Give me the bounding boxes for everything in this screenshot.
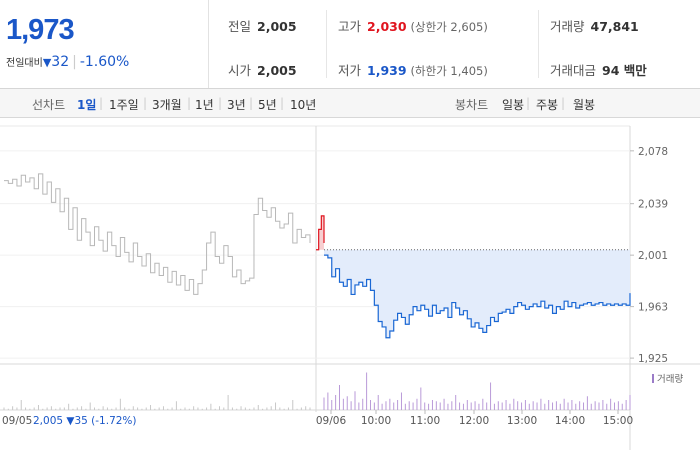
up-line <box>316 215 325 251</box>
tab-monthly[interactable]: 월봉 <box>573 98 596 112</box>
prev-date-label: 09/05 <box>2 415 32 427</box>
volume: 거래량 47,841 <box>550 19 639 34</box>
low-price: 저가 1,939 (하한가 1,405) <box>338 63 488 78</box>
current-price: 1,973 <box>6 14 75 46</box>
triangle-down-icon: ▼ <box>42 56 52 69</box>
volume-legend-label: 거래량 <box>657 373 683 385</box>
divider <box>538 10 539 78</box>
tab-1y[interactable]: 1년 <box>195 98 214 112</box>
divider <box>326 10 327 78</box>
candle-chart-label: 봉차트 <box>455 98 489 112</box>
price-box: 1,973 전일대비▼32 | -1.60% <box>0 0 209 88</box>
y-axis: 2,078 2,039 2,001 1,963 1,925 <box>630 146 668 365</box>
time-label: 15:00 <box>603 415 633 427</box>
y-tick-label: 1,963 <box>638 302 668 314</box>
chart-tabs: 선차트 1일 | 1주일 | 3개월 | 1년 | 3년 | 5년 | 10년 … <box>0 89 700 118</box>
change-row: 전일대비▼32 | -1.60% <box>6 54 129 70</box>
time-label: 10:00 <box>361 415 391 427</box>
change-percent: -1.60% <box>79 54 130 70</box>
time-label: 12:00 <box>459 415 489 427</box>
tab-weekly[interactable]: 주봉 <box>536 98 559 112</box>
y-tick-label: 1,925 <box>638 353 668 365</box>
today-line <box>324 254 631 339</box>
chart-grid <box>0 125 631 450</box>
x-axis: 09/05 2,005 ▼35 (-1.72%) 09/06 10:00 11:00 12… <box>2 410 633 427</box>
tab-5y[interactable]: 5년 <box>258 98 277 112</box>
tab-1w[interactable]: 1주일 <box>109 98 139 112</box>
line-chart-label: 선차트 <box>32 98 66 112</box>
time-label: 13:00 <box>507 415 537 427</box>
y-tick-label: 2,039 <box>638 199 668 211</box>
tab-10y[interactable]: 10년 <box>290 98 317 112</box>
today-date-label: 09/06 <box>316 415 347 427</box>
prev-day-summary: 2,005 ▼35 (-1.72%) <box>33 415 137 427</box>
price-chart: 2,078 2,039 2,001 1,963 1,925 거래량 09/05 2,005… <box>0 125 700 450</box>
high-price: 고가 2,030 (상한가 2,605) <box>338 19 488 34</box>
time-label: 14:00 <box>555 415 585 427</box>
tab-3m[interactable]: 3개월 <box>152 98 182 112</box>
up-area <box>316 215 324 250</box>
volume-legend-swatch <box>652 374 654 383</box>
y-tick-label: 2,001 <box>638 250 668 262</box>
divider: | <box>72 54 77 70</box>
tab-daily[interactable]: 일봉 <box>502 98 525 112</box>
change-label: 전일대비 <box>6 58 43 69</box>
change-value: 32 <box>51 54 70 70</box>
y-tick-label: 2,078 <box>638 146 668 158</box>
chart-lines <box>4 173 631 339</box>
time-label: 11:00 <box>410 415 440 427</box>
tab-1d[interactable]: 1일 <box>77 98 97 112</box>
prev-day-line <box>4 173 311 295</box>
volume-chart: 거래량 <box>0 363 700 411</box>
down-area <box>324 249 630 338</box>
prev-close: 전일 2,005 <box>228 19 297 34</box>
trade-amount: 거래대금 94 백만 <box>550 63 647 78</box>
chart-areas <box>316 215 630 338</box>
tab-3y[interactable]: 3년 <box>227 98 246 112</box>
quote-header: 1,973 전일대비▼32 | -1.60% 전일 2,005 시가 2,005 고가 2… <box>0 0 700 89</box>
open-price: 시가 2,005 <box>228 63 297 78</box>
